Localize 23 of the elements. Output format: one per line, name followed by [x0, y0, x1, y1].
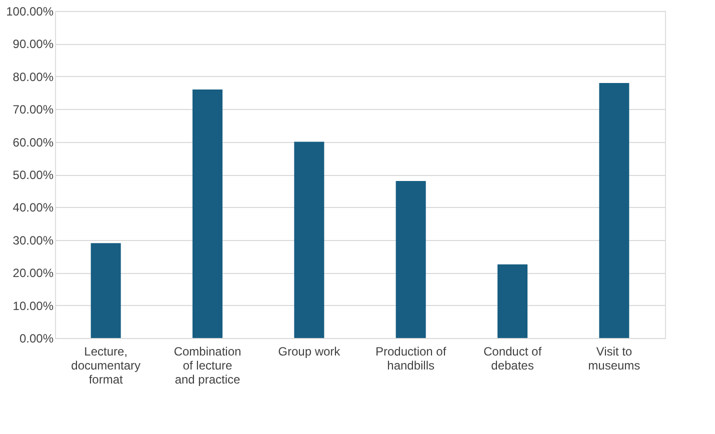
- bar: [294, 142, 324, 338]
- x-tick-label: Production of handbills: [375, 344, 447, 372]
- bar: [498, 264, 528, 338]
- x-tick-label: Conduct of debates: [483, 344, 542, 372]
- y-tick-label: 80.00%: [12, 70, 54, 84]
- bar: [599, 82, 630, 338]
- y-tick-label: 100.00%: [6, 4, 54, 18]
- x-tick-label: Visit to museums: [588, 344, 640, 372]
- y-tick-label: 0.00%: [19, 332, 54, 346]
- x-tick-label: Lecture, documentary format: [71, 344, 141, 386]
- y-tick-label: 50.00%: [12, 168, 54, 182]
- x-tick-label: Combination of lecture and practice: [174, 344, 242, 386]
- y-tick-label: 10.00%: [12, 298, 54, 313]
- x-tick-label: Group work: [278, 344, 342, 358]
- y-tick-label: 40.00%: [12, 200, 54, 215]
- bar: [90, 243, 121, 338]
- bar: [192, 89, 222, 338]
- y-tick-label: 90.00%: [12, 37, 54, 52]
- y-tick-label: 30.00%: [12, 233, 54, 248]
- y-tick-label: 60.00%: [12, 135, 54, 150]
- bar: [396, 181, 426, 338]
- y-tick-label: 20.00%: [12, 266, 54, 280]
- y-tick-label: 70.00%: [12, 102, 54, 117]
